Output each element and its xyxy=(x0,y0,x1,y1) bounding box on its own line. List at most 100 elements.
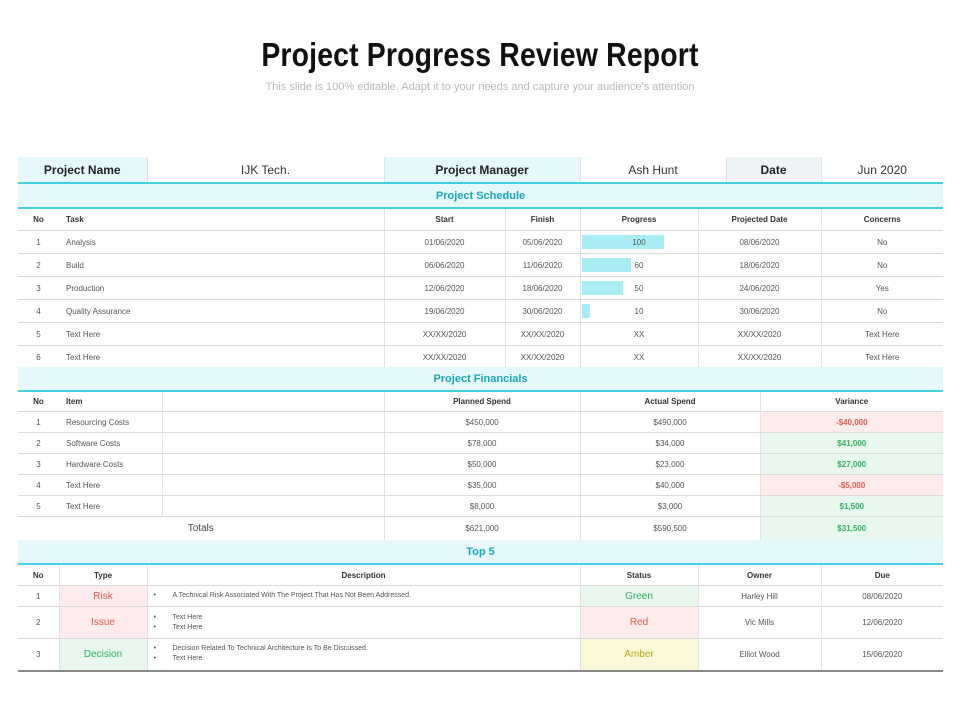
top5-owner: Vic Mills xyxy=(697,606,821,639)
schedule-task: Text Here xyxy=(59,345,384,369)
schedule-task: Build xyxy=(59,253,384,277)
top5-due: 12/06/2020 xyxy=(820,606,944,639)
financials-planned: $78,000 xyxy=(383,432,580,454)
financials-header-variance: Variance xyxy=(759,391,944,412)
progress-bar xyxy=(581,235,664,249)
progress-value: 50 xyxy=(634,283,644,293)
top5-header-owner: Owner xyxy=(697,564,821,586)
financials-planned: $50,000 xyxy=(383,453,580,475)
schedule-task: Text Here xyxy=(59,322,384,346)
schedule-task: Analysis xyxy=(59,230,384,254)
financials-actual: $34,000 xyxy=(579,432,760,454)
financials-row: 4 Text Here $35,000 $40,000 -$5,000 xyxy=(18,474,944,496)
financials-spacer xyxy=(161,432,384,454)
schedule-concerns: Text Here xyxy=(820,322,944,346)
schedule-header-start: Start xyxy=(383,208,505,231)
financials-row: 3 Hardware Costs $50,000 $23,000 $27,000 xyxy=(18,453,944,475)
project-financials-table: Project Financials No Item Planned Spend… xyxy=(18,367,944,541)
schedule-concerns: No xyxy=(820,230,944,254)
schedule-projected: XX/XX/2020 xyxy=(697,322,821,346)
financials-variance: $1,500 xyxy=(759,495,944,517)
financials-item: Hardware Costs xyxy=(59,453,162,475)
financials-row: 5 Text Here $8,000 $3,000 $1,500 xyxy=(18,495,944,517)
top5-type: Decision xyxy=(58,638,147,672)
progress-bar xyxy=(581,258,631,272)
top5-header-no: No xyxy=(18,564,59,586)
totals-actual: $590,500 xyxy=(579,516,760,541)
totals-planned: $621,000 xyxy=(383,516,580,541)
top5-description: Text HereText Here xyxy=(146,606,580,639)
schedule-start: XX/XX/2020 xyxy=(383,345,505,369)
top5-status: Amber xyxy=(579,638,698,672)
top5-due: 08/06/2020 xyxy=(820,585,944,607)
progress-value: XX xyxy=(633,352,645,362)
schedule-finish: XX/XX/2020 xyxy=(504,345,580,369)
financials-actual: $490,000 xyxy=(579,411,760,433)
schedule-progress: 10 xyxy=(579,299,698,323)
totals-label: Totals xyxy=(18,516,384,541)
schedule-no: 1 xyxy=(18,230,59,254)
financials-header-planned: Planned Spend xyxy=(383,391,580,412)
schedule-finish: 18/06/2020 xyxy=(504,276,580,300)
schedule-finish: 11/06/2020 xyxy=(504,253,580,277)
progress-value: 10 xyxy=(634,306,644,316)
top5-header-due: Due xyxy=(820,564,944,586)
schedule-task: Quality Assurance xyxy=(59,299,384,323)
financials-variance: $27,000 xyxy=(759,453,944,475)
schedule-header-progress: Progress xyxy=(579,208,698,231)
financials-item: Text Here xyxy=(59,495,162,517)
project-schedule-table: Project Schedule No Task Start Finish Pr… xyxy=(18,184,944,369)
financials-variance: $41,000 xyxy=(759,432,944,454)
top5-type: Issue xyxy=(58,606,147,639)
description-bullet: Decision Related To Technical Architectu… xyxy=(154,644,580,654)
financials-variance: -$40,000 xyxy=(759,411,944,433)
top5-owner: Harley Hill xyxy=(697,585,821,607)
top5-section-title: Top 5 xyxy=(18,540,944,565)
description-bullet: Text Here xyxy=(154,654,580,664)
project-name-label: Project Name xyxy=(18,157,147,184)
schedule-no: 2 xyxy=(18,253,59,277)
schedule-header-finish: Finish xyxy=(504,208,580,231)
schedule-concerns: Text Here xyxy=(820,345,944,369)
financials-variance: -$5,000 xyxy=(759,474,944,496)
date-label: Date xyxy=(725,157,821,184)
schedule-no: 4 xyxy=(18,299,59,323)
schedule-progress: 100 xyxy=(579,230,698,254)
schedule-finish: 05/06/2020 xyxy=(504,230,580,254)
schedule-finish: XX/XX/2020 xyxy=(504,322,580,346)
financials-spacer xyxy=(161,411,384,433)
schedule-start: 06/06/2020 xyxy=(383,253,505,277)
progress-value: 60 xyxy=(634,260,644,270)
schedule-progress: XX xyxy=(579,322,698,346)
top5-no: 1 xyxy=(18,585,59,607)
description-bullet: Text Here xyxy=(154,613,580,623)
financials-no: 3 xyxy=(18,453,59,475)
schedule-projected: 08/06/2020 xyxy=(697,230,821,254)
schedule-header-no: No xyxy=(18,208,59,231)
financials-header-actual: Actual Spend xyxy=(579,391,760,412)
schedule-start: XX/XX/2020 xyxy=(383,322,505,346)
schedule-header-concerns: Concerns xyxy=(820,208,944,231)
financials-planned: $35,000 xyxy=(383,474,580,496)
top5-owner: Elliot Wood xyxy=(697,638,821,672)
progress-value: XX xyxy=(633,329,645,339)
financials-no: 4 xyxy=(18,474,59,496)
schedule-row: 2 Build 06/06/2020 11/06/2020 60 18/06/2020 No xyxy=(18,253,944,277)
schedule-progress: XX xyxy=(579,345,698,369)
schedule-header-task: Task xyxy=(59,208,384,231)
top5-description: A Technical Risk Associated With The Pro… xyxy=(146,585,580,607)
schedule-section-title: Project Schedule xyxy=(18,184,944,209)
financials-actual: $40,000 xyxy=(579,474,760,496)
financials-spacer xyxy=(161,474,384,496)
top5-header-status: Status xyxy=(579,564,698,586)
financials-item: Resourcing Costs xyxy=(59,411,162,433)
financials-header-item: Item xyxy=(59,391,162,412)
totals-variance: $31,500 xyxy=(759,516,944,541)
schedule-progress: 50 xyxy=(579,276,698,300)
project-name-value: IJK Tech. xyxy=(146,157,384,184)
project-manager-value: Ash Hunt xyxy=(579,157,726,184)
schedule-start: 01/06/2020 xyxy=(383,230,505,254)
top5-type: Risk xyxy=(58,585,147,607)
